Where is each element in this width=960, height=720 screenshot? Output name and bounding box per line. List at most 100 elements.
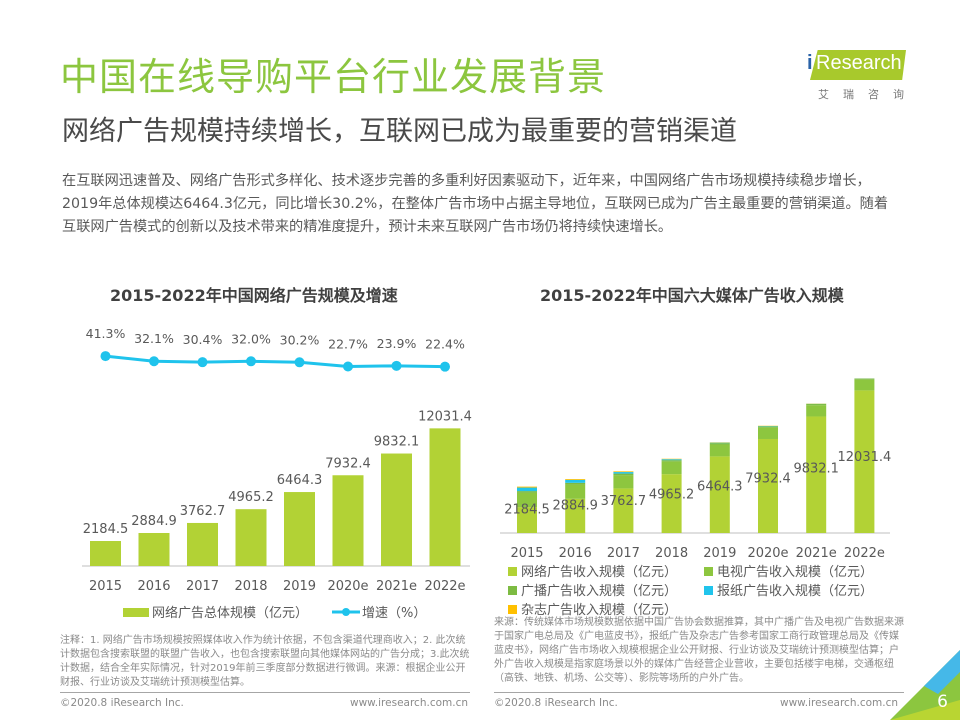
growth-point: [440, 361, 450, 372]
growth-data-label: 22.4%: [425, 337, 465, 352]
stacked-bar-segment: [661, 459, 682, 461]
bar-data-label: 2884.9: [131, 514, 177, 529]
x-tick-label: 2020e: [327, 579, 368, 594]
bar-data-label: 12031.4: [838, 450, 892, 465]
growth-data-label: 32.0%: [231, 331, 271, 346]
x-tick-label: 2022e: [844, 546, 885, 561]
bar-data-label: 3762.7: [180, 504, 226, 519]
legend-swatch: [508, 567, 517, 576]
legend-swatch: [508, 605, 517, 614]
footer-website-right[interactable]: www.iresearch.com.cn: [780, 697, 899, 709]
legend-item: 电视广告收入规模（亿元）: [704, 563, 900, 582]
logo-chinese: 艾瑞咨询: [818, 88, 918, 101]
bar: [429, 428, 461, 566]
bar-data-label: 4965.2: [228, 490, 274, 505]
stacked-bar-segment: [758, 426, 778, 428]
intro-paragraph: 在互联网迅速普及、网络广告形式多样化、技术逐步完善的多重利好因素驱动下，近年来，…: [62, 173, 889, 235]
stacked-bar-segment: [565, 482, 586, 485]
x-tick-label: 2017: [607, 546, 640, 561]
bar: [332, 475, 364, 566]
bar: [90, 541, 121, 566]
bar-data-label: 2184.5: [83, 522, 129, 537]
chart-six-media-ad-revenue: 2184.5 2015 2884.9 2016 3762.7 2017 4965.2 2018…: [500, 378, 892, 561]
growth-point: [246, 356, 256, 367]
growth-point: [149, 356, 159, 367]
stacked-bar-segment: [661, 460, 682, 462]
legend-swatch-bar: [123, 608, 149, 617]
bar-data-label: 7932.4: [325, 456, 371, 471]
x-tick-label: 2018: [655, 546, 688, 561]
growth-point: [343, 361, 353, 372]
page-title: 中国在线导购平台行业发展背景: [60, 55, 607, 99]
legend-label: 广播广告收入规模（亿元）: [521, 584, 678, 599]
chart1-notes: 注释：1. 网络广告市场规模按照媒体收入作为统计依据，不包含渠道代理商收入；2.…: [60, 635, 470, 688]
growth-data-label: 32.1%: [134, 331, 174, 346]
stacked-bar-segment: [565, 484, 586, 499]
stacked-bar-segment: [613, 475, 634, 489]
bar-data-label: 4965.2: [649, 488, 695, 503]
x-tick-label: 2021e: [796, 546, 837, 561]
stacked-bar-segment: [806, 404, 827, 406]
legend-swatch: [508, 586, 517, 595]
legend-label: 报纸广告收入规模（亿元）: [717, 584, 874, 599]
x-tick-label: 2015: [89, 579, 122, 594]
growth-data-label: 22.7%: [328, 336, 368, 351]
footer-copyright-left: ©2020.8 iResearch Inc.: [60, 697, 184, 709]
chart2-title: 2015-2022年中国六大媒体广告收入规模: [540, 286, 844, 305]
bar-data-label: 2884.9: [552, 499, 598, 514]
stacked-bar-segment: [517, 491, 537, 493]
stacked-bar-segment: [517, 492, 537, 508]
growth-data-label: 30.4%: [183, 332, 223, 347]
bar-data-label: 12031.4: [418, 409, 472, 424]
bar: [284, 492, 315, 566]
stacked-bar-segment: [709, 456, 730, 533]
legend-swatch: [704, 567, 713, 576]
bar: [138, 532, 170, 566]
bar-data-label: 9832.1: [793, 462, 839, 477]
x-tick-label: 2016: [559, 546, 592, 561]
x-tick-label: 2019: [703, 546, 736, 561]
stacked-bar-segment: [613, 473, 634, 476]
bar-data-label: 2184.5: [504, 502, 550, 517]
bar-data-label: 3762.7: [601, 494, 647, 509]
stacked-bar-segment: [661, 474, 682, 533]
growth-line: [105, 354, 446, 369]
iresearch-logo: i Research 艾瑞咨询: [792, 50, 922, 110]
logo-text: Research: [816, 52, 902, 74]
growth-point: [294, 357, 305, 368]
footer-website-left[interactable]: www.iresearch.com.cn: [350, 697, 469, 709]
stacked-bar-segment: [565, 479, 586, 483]
bar-data-label: 6464.3: [277, 473, 323, 488]
stacked-bar-segment: [517, 507, 537, 533]
x-tick-label: 2017: [186, 579, 219, 594]
x-tick-label: 2015: [510, 546, 543, 561]
stacked-bar-segment: [806, 405, 827, 417]
page-number: 6: [937, 692, 948, 712]
bar: [381, 453, 412, 566]
legend-label: 网络广告收入规模（亿元）: [521, 565, 678, 580]
bar-data-label: 7932.4: [745, 472, 791, 487]
page-subtitle: 网络广告规模持续增长，互联网已成为最重要的营销渠道: [62, 116, 737, 147]
legend-label-line: 增速（%）: [362, 606, 426, 621]
x-tick-label: 2021e: [376, 579, 417, 594]
growth-point: [100, 351, 111, 362]
stacked-bar-segment: [565, 479, 586, 480]
stacked-bar-segment: [854, 378, 875, 380]
stacked-bar-segment: [806, 416, 827, 533]
stacked-bar-segment: [709, 443, 730, 445]
stacked-bar-segment: [517, 487, 537, 492]
chart1-title: 2015-2022年中国网络广告规模及增速: [110, 286, 398, 305]
legend-label-bar: 网络广告总体规模（亿元）: [152, 605, 308, 621]
stacked-bar-segment: [661, 461, 682, 475]
legend-label: 电视广告收入规模（亿元）: [717, 565, 874, 580]
stacked-bar-segment: [854, 390, 875, 533]
footer-divider-right: [494, 692, 904, 693]
growth-point: [197, 357, 208, 368]
legend-item: 报纸广告收入规模（亿元）: [704, 582, 900, 601]
stacked-bar-segment: [758, 427, 778, 439]
corner-decoration: [890, 650, 960, 720]
growth-data-label: 30.2%: [280, 332, 320, 347]
stacked-bar-segment: [613, 472, 634, 474]
logo-banner: [810, 50, 906, 80]
legend-label: 杂志广告收入规模（亿元）: [521, 603, 678, 618]
